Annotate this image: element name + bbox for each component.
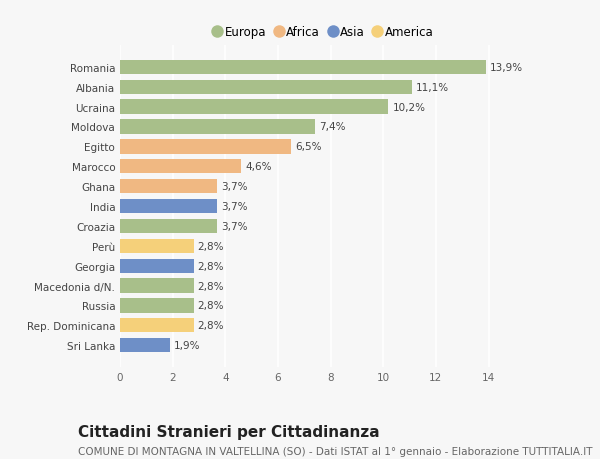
- Bar: [120, 199, 217, 214]
- Text: 13,9%: 13,9%: [490, 63, 523, 73]
- Text: 2,8%: 2,8%: [197, 301, 224, 311]
- Text: 10,2%: 10,2%: [392, 102, 425, 112]
- Bar: [120, 179, 217, 194]
- Bar: [120, 239, 194, 253]
- Bar: [120, 219, 217, 234]
- Text: 4,6%: 4,6%: [245, 162, 272, 172]
- Bar: [120, 279, 194, 293]
- Bar: [120, 338, 170, 353]
- Text: COMUNE DI MONTAGNA IN VALTELLINA (SO) - Dati ISTAT al 1° gennaio - Elaborazione : COMUNE DI MONTAGNA IN VALTELLINA (SO) - …: [78, 446, 593, 456]
- Text: 2,8%: 2,8%: [197, 261, 224, 271]
- Bar: [120, 120, 315, 134]
- Text: 11,1%: 11,1%: [416, 83, 449, 92]
- Bar: [120, 100, 388, 114]
- Bar: [120, 160, 241, 174]
- Bar: [120, 140, 291, 154]
- Text: 1,9%: 1,9%: [174, 341, 200, 350]
- Bar: [120, 319, 194, 333]
- Text: 3,7%: 3,7%: [221, 182, 248, 192]
- Bar: [120, 61, 486, 75]
- Text: Cittadini Stranieri per Cittadinanza: Cittadini Stranieri per Cittadinanza: [78, 425, 380, 440]
- Bar: [120, 259, 194, 273]
- Text: 2,8%: 2,8%: [197, 321, 224, 330]
- Bar: [120, 80, 412, 95]
- Text: 3,7%: 3,7%: [221, 221, 248, 231]
- Text: 3,7%: 3,7%: [221, 202, 248, 212]
- Bar: [120, 299, 194, 313]
- Text: 6,5%: 6,5%: [295, 142, 322, 152]
- Text: 2,8%: 2,8%: [197, 281, 224, 291]
- Legend: Europa, Africa, Asia, America: Europa, Africa, Asia, America: [211, 23, 437, 43]
- Text: 7,4%: 7,4%: [319, 122, 345, 132]
- Text: 2,8%: 2,8%: [197, 241, 224, 251]
